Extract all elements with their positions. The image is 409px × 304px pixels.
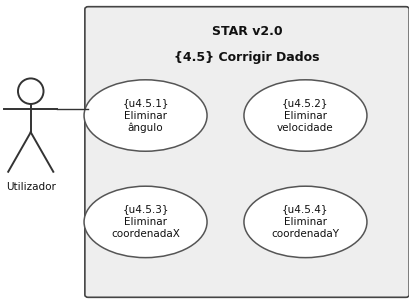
Text: Eliminar: Eliminar — [124, 217, 166, 227]
Text: Utilizador: Utilizador — [6, 182, 56, 192]
Ellipse shape — [243, 80, 366, 151]
Text: STAR v2.0: STAR v2.0 — [211, 26, 282, 38]
Text: {u4.5.4}: {u4.5.4} — [281, 204, 328, 214]
Text: Eliminar: Eliminar — [124, 111, 166, 120]
Ellipse shape — [243, 186, 366, 257]
Text: Eliminar: Eliminar — [283, 111, 326, 120]
Ellipse shape — [84, 186, 207, 257]
Text: coordenadaX: coordenadaX — [111, 230, 180, 240]
Text: {4.5} Corrigir Dados: {4.5} Corrigir Dados — [174, 51, 319, 64]
Ellipse shape — [84, 80, 207, 151]
Text: coordenadaY: coordenadaY — [271, 230, 339, 240]
Text: {u4.5.3}: {u4.5.3} — [122, 204, 169, 214]
Text: Eliminar: Eliminar — [283, 217, 326, 227]
Text: velocidade: velocidade — [276, 123, 333, 133]
Text: ângulo: ângulo — [128, 123, 163, 133]
Text: {u4.5.1}: {u4.5.1} — [122, 98, 169, 108]
Text: {u4.5.2}: {u4.5.2} — [281, 98, 328, 108]
FancyBboxPatch shape — [85, 7, 408, 297]
